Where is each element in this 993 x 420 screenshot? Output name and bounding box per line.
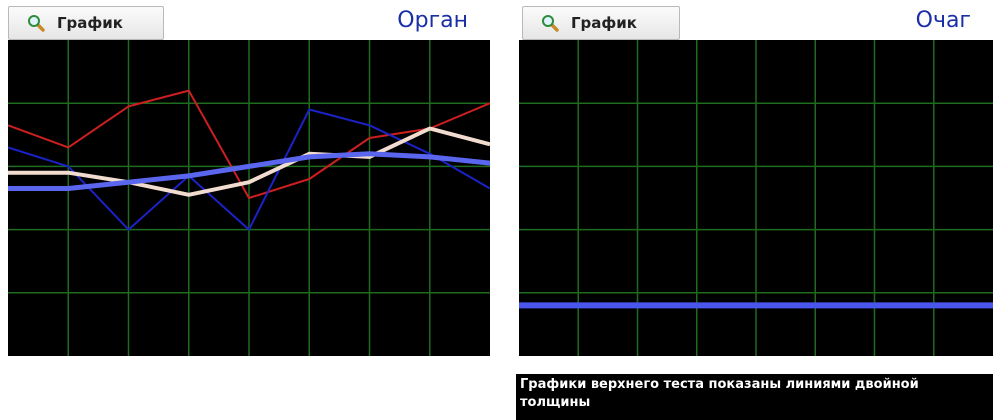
note-text: Графики верхнего теста показаны линиями … <box>516 374 993 420</box>
focus-graph-button-label: График <box>571 14 637 32</box>
magnifier-icon <box>27 14 45 32</box>
organ-series-line-4 <box>8 151 490 191</box>
magnifier-icon <box>541 14 559 32</box>
focus-panel-title: Очаг <box>915 8 971 33</box>
focus-panel: График Очаг <box>512 0 993 360</box>
organ-graph-button-label: График <box>57 14 123 32</box>
organ-graph-button[interactable]: График <box>8 6 164 40</box>
organ-series-line-3 <box>8 126 490 197</box>
organ-panel-title: Орган <box>397 8 468 33</box>
focus-graph-button[interactable]: График <box>522 6 680 40</box>
organ-chart <box>8 40 490 356</box>
organ-series-line-1 <box>8 89 490 199</box>
organ-panel: График Орган <box>0 0 490 360</box>
focus-chart <box>519 40 993 356</box>
